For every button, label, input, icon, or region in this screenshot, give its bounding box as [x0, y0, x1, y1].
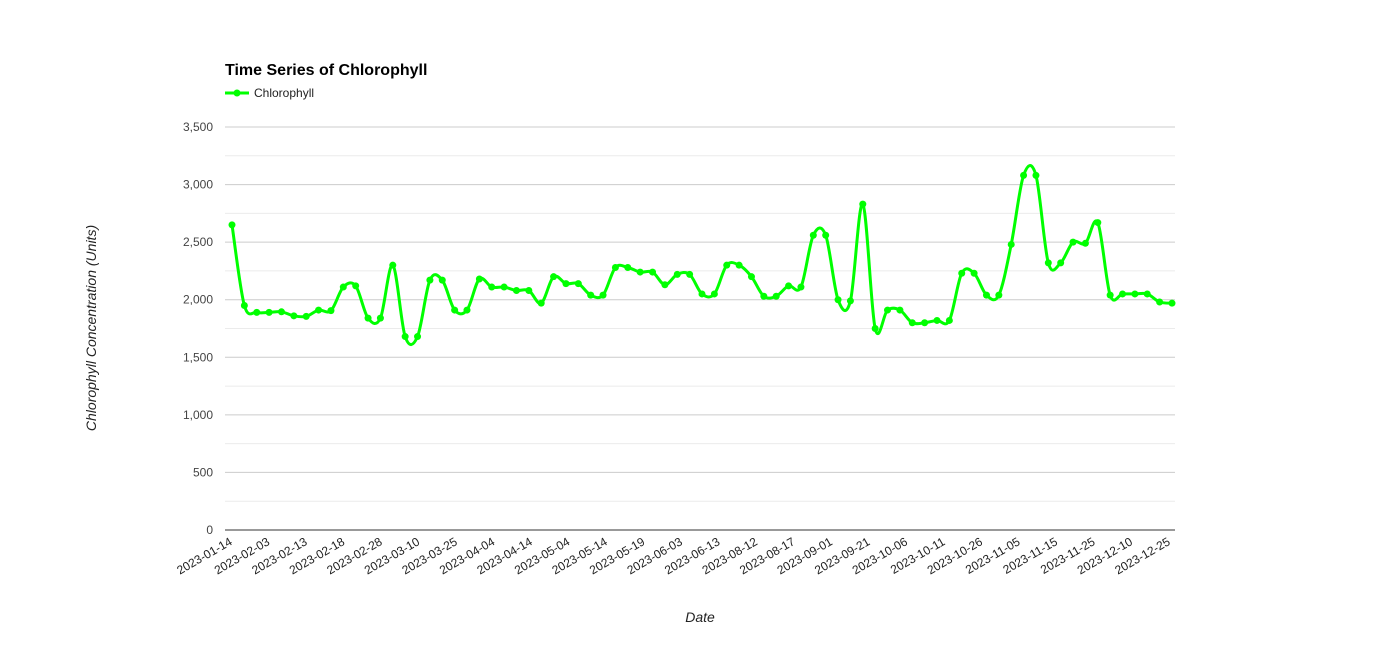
- data-point: [822, 231, 830, 239]
- data-point: [1057, 259, 1065, 267]
- data-point: [982, 291, 990, 299]
- data-point: [277, 308, 285, 316]
- data-point: [1106, 291, 1114, 299]
- data-point: [933, 316, 941, 324]
- y-tick-label: 2,000: [183, 293, 213, 307]
- y-tick-label: 500: [193, 465, 213, 479]
- data-point: [438, 276, 446, 284]
- data-point: [673, 270, 681, 278]
- data-point: [698, 290, 706, 298]
- data-point: [1156, 298, 1164, 306]
- data-point: [1007, 240, 1015, 248]
- data-point: [834, 296, 842, 304]
- data-point: [599, 291, 607, 299]
- data-point: [760, 292, 768, 300]
- data-point: [1069, 238, 1077, 246]
- legend: Chlorophyll: [225, 86, 314, 100]
- data-point: [896, 306, 904, 314]
- data-point: [1119, 290, 1127, 298]
- data-point: [562, 280, 570, 288]
- y-axis-title: Chlorophyll Concentration (Units): [83, 225, 99, 431]
- data-point: [747, 273, 755, 281]
- data-point: [723, 261, 731, 269]
- data-point: [550, 273, 558, 281]
- y-tick-label: 3,500: [183, 120, 213, 134]
- y-tick-label: 3,000: [183, 178, 213, 192]
- data-point: [884, 306, 892, 314]
- data-point: [426, 276, 434, 284]
- data-point: [958, 269, 966, 277]
- data-point: [1168, 299, 1176, 307]
- data-point: [327, 307, 335, 315]
- data-point: [1081, 239, 1089, 247]
- data-point: [611, 263, 619, 271]
- data-point: [475, 275, 483, 283]
- y-tick-label: 1,500: [183, 350, 213, 364]
- data-point: [735, 261, 743, 269]
- data-point: [401, 333, 409, 341]
- data-point: [587, 291, 595, 299]
- data-point: [624, 263, 632, 271]
- y-tick-label: 2,500: [183, 235, 213, 249]
- data-point: [945, 316, 953, 324]
- data-point: [463, 306, 471, 314]
- data-point: [290, 312, 298, 320]
- data-point: [1094, 219, 1102, 227]
- data-point: [809, 231, 817, 239]
- data-point: [414, 333, 422, 341]
- data-point: [859, 200, 867, 208]
- data-point: [364, 314, 372, 322]
- data-point: [451, 306, 459, 314]
- data-point: [500, 283, 508, 291]
- data-point: [339, 283, 347, 291]
- data-point: [649, 268, 657, 276]
- data-point: [265, 308, 273, 316]
- data-point: [871, 325, 879, 332]
- data-point: [240, 301, 248, 309]
- data-point: [797, 283, 805, 291]
- data-point: [253, 308, 261, 316]
- data-point: [846, 297, 854, 305]
- y-tick-label: 1,000: [183, 408, 213, 422]
- legend-swatch: [225, 89, 249, 97]
- x-axis-title: Date: [685, 609, 715, 625]
- data-point: [995, 291, 1003, 299]
- data-point: [1044, 259, 1052, 267]
- data-point: [686, 270, 694, 278]
- legend-label: Chlorophyll: [254, 86, 315, 100]
- data-point: [636, 268, 644, 276]
- data-point: [1020, 171, 1028, 179]
- data-point: [302, 312, 310, 320]
- series-line-chlorophyll: [230, 164, 1173, 347]
- data-point: [315, 306, 323, 314]
- data-point: [1143, 290, 1151, 298]
- chart-title: Time Series of Chlorophyll: [225, 62, 428, 79]
- data-point: [1131, 290, 1139, 298]
- data-point: [785, 282, 793, 290]
- data-point: [376, 314, 384, 322]
- data-point: [921, 319, 929, 327]
- data-point: [389, 261, 397, 269]
- data-point: [661, 281, 669, 289]
- data-point: [970, 269, 978, 277]
- data-point: [1032, 171, 1040, 179]
- y-tick-label: 0: [206, 523, 213, 537]
- data-point: [525, 287, 533, 295]
- data-point: [574, 280, 582, 288]
- data-point: [908, 319, 916, 327]
- data-point: [772, 292, 780, 300]
- data-point: [512, 287, 520, 295]
- data-point: [352, 282, 360, 290]
- data-point: [710, 290, 718, 298]
- data-point: [228, 221, 236, 229]
- data-point: [488, 283, 496, 291]
- data-point: [537, 299, 545, 307]
